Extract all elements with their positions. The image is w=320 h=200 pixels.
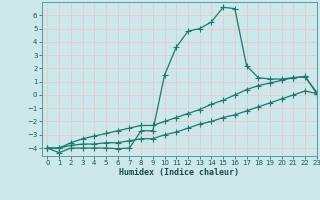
X-axis label: Humidex (Indice chaleur): Humidex (Indice chaleur) bbox=[119, 168, 239, 177]
